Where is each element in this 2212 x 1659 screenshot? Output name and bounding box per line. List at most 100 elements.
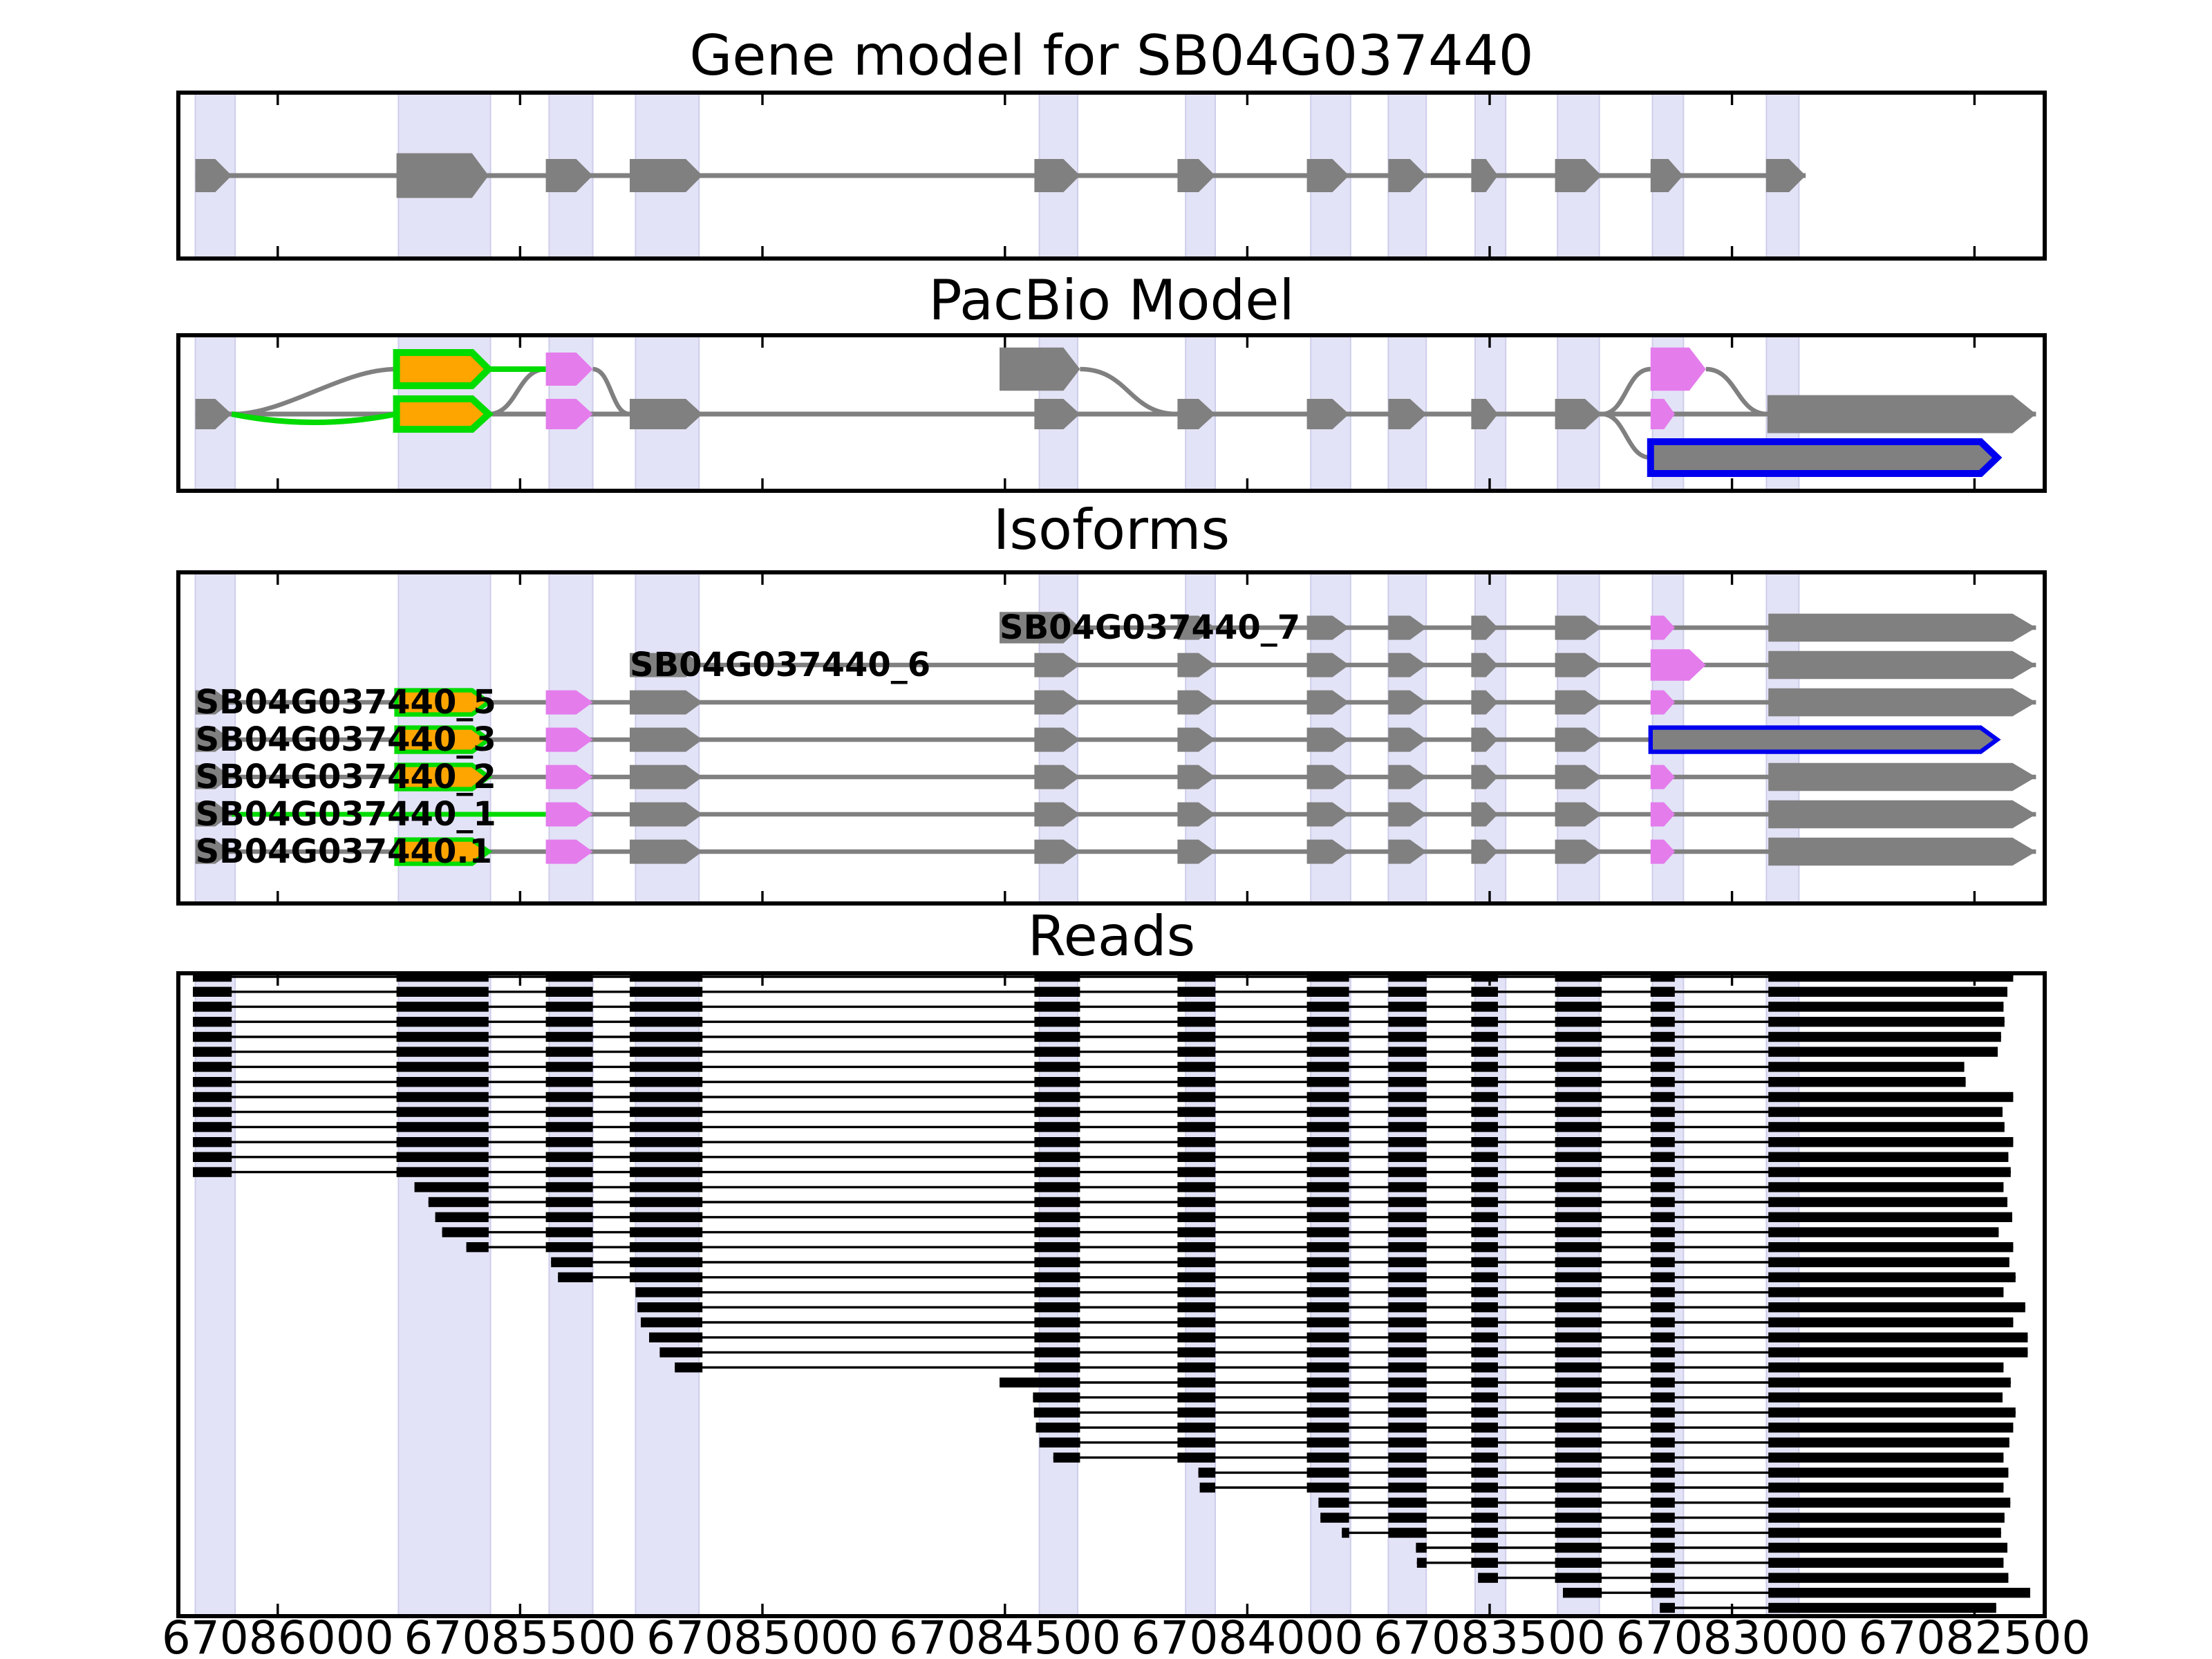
exon-gray [1555,159,1602,192]
read-exon [1416,1542,1427,1553]
read-exon [1768,1332,2028,1342]
read-exon [1768,1257,2009,1268]
isoform-row: SB04G037440_7 [1000,608,2036,647]
read-exon [1177,1031,1216,1042]
isoform-row: SB04G037440_2 [195,758,2036,796]
read-exon [396,1062,489,1072]
read-row [675,1362,2004,1373]
exon-magenta [1650,347,1706,391]
exon-gray [1647,438,2003,477]
read-row [1199,1482,2004,1493]
read-exon [1034,1047,1080,1057]
exon-magenta [545,802,593,827]
read-exon [1034,1257,1080,1268]
read-exon [1768,1107,2003,1117]
read-exon [545,1091,593,1103]
read-exon [1306,1062,1349,1072]
read-exon [1388,1332,1427,1342]
exon-gray [1555,839,1602,864]
read-exon [1388,1347,1427,1358]
read-exon [1471,1227,1498,1237]
read-exon [1650,1452,1675,1463]
read-exon [193,1002,232,1012]
read-exon [1034,1227,1080,1237]
read-exon [1053,1452,1080,1463]
read-row [193,1167,2011,1177]
read-exon [396,1077,489,1087]
read-row [193,1062,1965,1072]
read-exon [630,986,703,997]
title-gene-model: Gene model for SB04G037440 [689,24,1533,88]
read-exon [1555,1152,1602,1162]
exon-magenta [545,727,593,752]
read-exon [1306,1107,1349,1117]
exon-gray [630,653,703,677]
title-isoforms: Isoforms [993,498,1230,562]
read-exon [1563,1588,1602,1598]
read-exon [1768,1287,2004,1297]
read-exon [1650,1287,1675,1297]
read-exon [396,1137,489,1147]
exon-magenta [1650,649,1706,681]
read-exon [1768,1302,2025,1313]
exon-gray [1555,653,1602,677]
read-exon [1471,1468,1498,1478]
read-exon [1555,1242,1602,1253]
read-exon [1342,1528,1349,1538]
read-row [193,1091,2014,1103]
read-exon [1555,1423,1602,1433]
read-exon [1471,1017,1498,1027]
read-row [428,1197,2007,1208]
read-exon [1034,1302,1080,1313]
read-exon [1388,1482,1427,1493]
exon-gray [1177,653,1215,677]
read-exon [1471,1497,1498,1508]
read-exon [1306,1182,1349,1192]
x-tick-label: 67086000 [162,1611,394,1659]
read-exon [1768,1362,2004,1373]
read-exon [1035,1423,1080,1433]
x-tick-label: 67084000 [1131,1611,1363,1659]
read-exon [1177,1242,1216,1253]
read-exon [1471,1257,1498,1268]
read-exon [1388,1077,1427,1087]
read-exon [1388,1212,1427,1222]
exon-gray [1306,727,1349,752]
read-exon [1650,1031,1675,1042]
read-exon [1555,1167,1602,1177]
read-exon [630,1062,703,1072]
exon-gray [1768,613,2036,642]
read-exon [1034,986,1080,997]
read-exon [1555,1452,1602,1463]
read-exon [1471,1272,1498,1282]
read-exon [396,1031,489,1042]
exon-gray [1471,727,1498,752]
read-exon [545,1212,593,1222]
read-row [649,1332,2028,1342]
read-row [442,1227,1999,1237]
read-exon [1555,1212,1602,1222]
read-exon [1306,1197,1349,1208]
read-exon [545,1077,593,1087]
read-exon [1388,1272,1427,1282]
read-exon [1177,1452,1216,1463]
read-exon [1768,1437,2009,1447]
splice-arc [1601,411,1651,460]
read-exon [1768,1062,1965,1072]
exon-gray [630,765,703,789]
read-exon [1388,1392,1427,1403]
read-exon [1306,1257,1349,1268]
read-exon [1306,1047,1349,1057]
exon-gray [1177,615,1215,640]
read-exon [1177,1047,1216,1057]
read-exon [1177,1287,1216,1297]
read-exon [1471,1302,1498,1313]
read-exon [1768,1482,2004,1493]
panel-border [176,570,2047,906]
read-exon [635,1287,703,1297]
read-exon [630,1002,703,1012]
exon-gray [1177,765,1215,789]
read-row [1033,1407,2016,1418]
exon-gray [630,802,703,827]
